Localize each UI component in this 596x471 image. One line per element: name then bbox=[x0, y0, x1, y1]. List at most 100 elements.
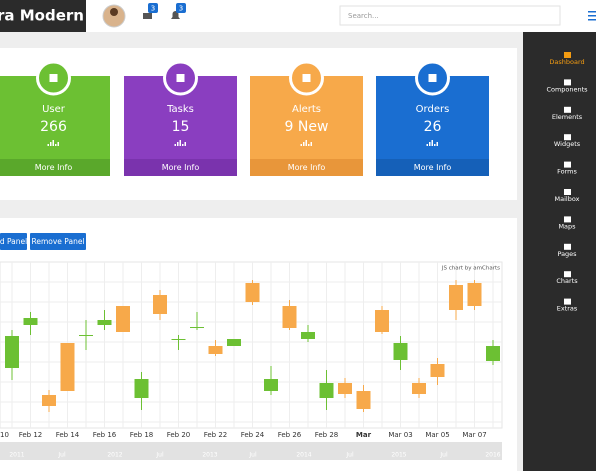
sidebar-icon bbox=[564, 79, 571, 86]
card-value: 266 bbox=[40, 119, 67, 135]
sidebar-icon bbox=[564, 189, 571, 195]
x-tick-label: Feb 16 bbox=[93, 431, 117, 439]
x-tick-label: Feb 22 bbox=[204, 431, 228, 439]
candle-body bbox=[60, 343, 75, 391]
x-tick-label: Mar bbox=[356, 431, 372, 439]
panel-button-label: d Panel bbox=[0, 237, 27, 246]
card-bars bbox=[50, 142, 52, 146]
x-tick-label: Feb 26 bbox=[278, 431, 302, 439]
sidebar-icon bbox=[564, 298, 571, 305]
sidebar-item[interactable]: Pages bbox=[557, 250, 577, 258]
scrollbar-label: Jul bbox=[57, 452, 66, 459]
card-icon-glyph bbox=[49, 74, 58, 82]
sidebar-item[interactable]: Charts bbox=[556, 277, 578, 285]
candle-body bbox=[42, 395, 56, 406]
candle-body bbox=[319, 383, 334, 398]
card-label: Orders bbox=[416, 104, 450, 115]
sidebar-icon bbox=[564, 243, 571, 250]
x-tick-label: Feb 14 bbox=[56, 431, 80, 439]
card-bars bbox=[177, 142, 179, 146]
card-bars bbox=[310, 142, 312, 146]
card-bars bbox=[426, 144, 428, 146]
sidebar-icon bbox=[564, 106, 571, 113]
candle-body bbox=[486, 346, 500, 361]
x-tick-label: Feb 12 bbox=[19, 431, 43, 439]
chart-credit: JS chart by amCharts bbox=[441, 266, 500, 272]
search-box[interactable] bbox=[339, 5, 561, 26]
card-footer[interactable] bbox=[250, 159, 363, 176]
mail-icon[interactable] bbox=[143, 13, 152, 19]
candle-body bbox=[338, 383, 352, 394]
candle-body bbox=[375, 310, 389, 332]
card-bars bbox=[300, 144, 302, 146]
x-tick-label: Feb 18 bbox=[130, 431, 154, 439]
scrollbar-label: 2012 bbox=[107, 452, 122, 459]
menu-icon[interactable] bbox=[588, 11, 596, 21]
x-tick-label: Mar 05 bbox=[425, 431, 449, 439]
candle-body bbox=[5, 336, 19, 368]
x-tick-label: Feb 28 bbox=[315, 431, 339, 439]
x-tick-label: Feb 20 bbox=[167, 431, 191, 439]
candle-body bbox=[116, 306, 130, 332]
candle-body bbox=[467, 283, 482, 306]
badge bbox=[176, 3, 186, 13]
scrollbar-label: 2015 bbox=[391, 452, 406, 459]
x-tick-label: 10 bbox=[0, 431, 9, 439]
candle-body bbox=[171, 339, 186, 340]
card-footer[interactable] bbox=[124, 159, 237, 176]
card-link[interactable]: More Info bbox=[414, 163, 452, 172]
sidebar-icon bbox=[564, 134, 571, 141]
card-link[interactable]: More Info bbox=[162, 163, 200, 172]
avatar-hair bbox=[110, 8, 118, 16]
scrollbar[interactable] bbox=[0, 442, 502, 460]
candle-body bbox=[23, 318, 38, 325]
sidebar-item[interactable]: Extras bbox=[557, 305, 578, 313]
alert-badge: 3 bbox=[179, 5, 183, 13]
panel-button[interactable] bbox=[0, 233, 27, 250]
card-link[interactable]: More Info bbox=[288, 163, 326, 172]
scrollbar-label: Jul bbox=[155, 452, 164, 459]
bell-icon[interactable] bbox=[171, 11, 180, 19]
card-bars bbox=[431, 140, 433, 146]
brand-box bbox=[0, 0, 86, 32]
candle-body bbox=[153, 295, 167, 314]
sidebar-item[interactable]: Mailbox bbox=[555, 195, 580, 203]
sidebar-icon bbox=[564, 161, 571, 168]
candle-body bbox=[97, 320, 112, 325]
card-link[interactable]: More Info bbox=[35, 163, 73, 172]
sidebar-item[interactable]: Forms bbox=[557, 168, 577, 176]
sidebar-item[interactable]: Widgets bbox=[554, 140, 581, 148]
badge bbox=[148, 3, 158, 13]
card-bars bbox=[174, 144, 176, 146]
scrollbar-label: 2016 bbox=[485, 452, 500, 459]
card-label: User bbox=[42, 104, 66, 115]
sidebar-icon bbox=[564, 271, 571, 278]
card-bars bbox=[303, 142, 305, 146]
x-tick-label: Feb 24 bbox=[241, 431, 265, 439]
sidebar-icon bbox=[564, 52, 571, 58]
candle-body bbox=[393, 343, 408, 360]
card-bars bbox=[434, 144, 436, 146]
card-label: Alerts bbox=[292, 104, 321, 115]
candle-body bbox=[208, 346, 223, 354]
card-label: Tasks bbox=[166, 104, 194, 115]
panel-button-label: Remove Panel bbox=[31, 237, 84, 246]
sidebar-item[interactable]: Dashboard bbox=[549, 58, 584, 66]
scrollbar-label: Jul bbox=[248, 452, 257, 459]
candle-body bbox=[134, 379, 149, 398]
sidebar-item[interactable]: Maps bbox=[558, 222, 576, 230]
scrollbar-label: Jul bbox=[439, 452, 448, 459]
card-footer[interactable] bbox=[376, 159, 489, 176]
candle-body bbox=[227, 339, 241, 346]
sidebar bbox=[523, 32, 596, 471]
brand: ra Modern bbox=[0, 7, 84, 25]
candle-body bbox=[190, 327, 204, 328]
sidebar-item[interactable]: Elements bbox=[552, 113, 583, 121]
card-value: 9 New bbox=[285, 119, 329, 135]
panel-button[interactable] bbox=[30, 233, 86, 250]
card-bars bbox=[47, 144, 49, 146]
sidebar-item[interactable]: Components bbox=[546, 85, 588, 93]
card-footer[interactable] bbox=[0, 159, 110, 176]
sidebar-icon bbox=[564, 216, 571, 223]
